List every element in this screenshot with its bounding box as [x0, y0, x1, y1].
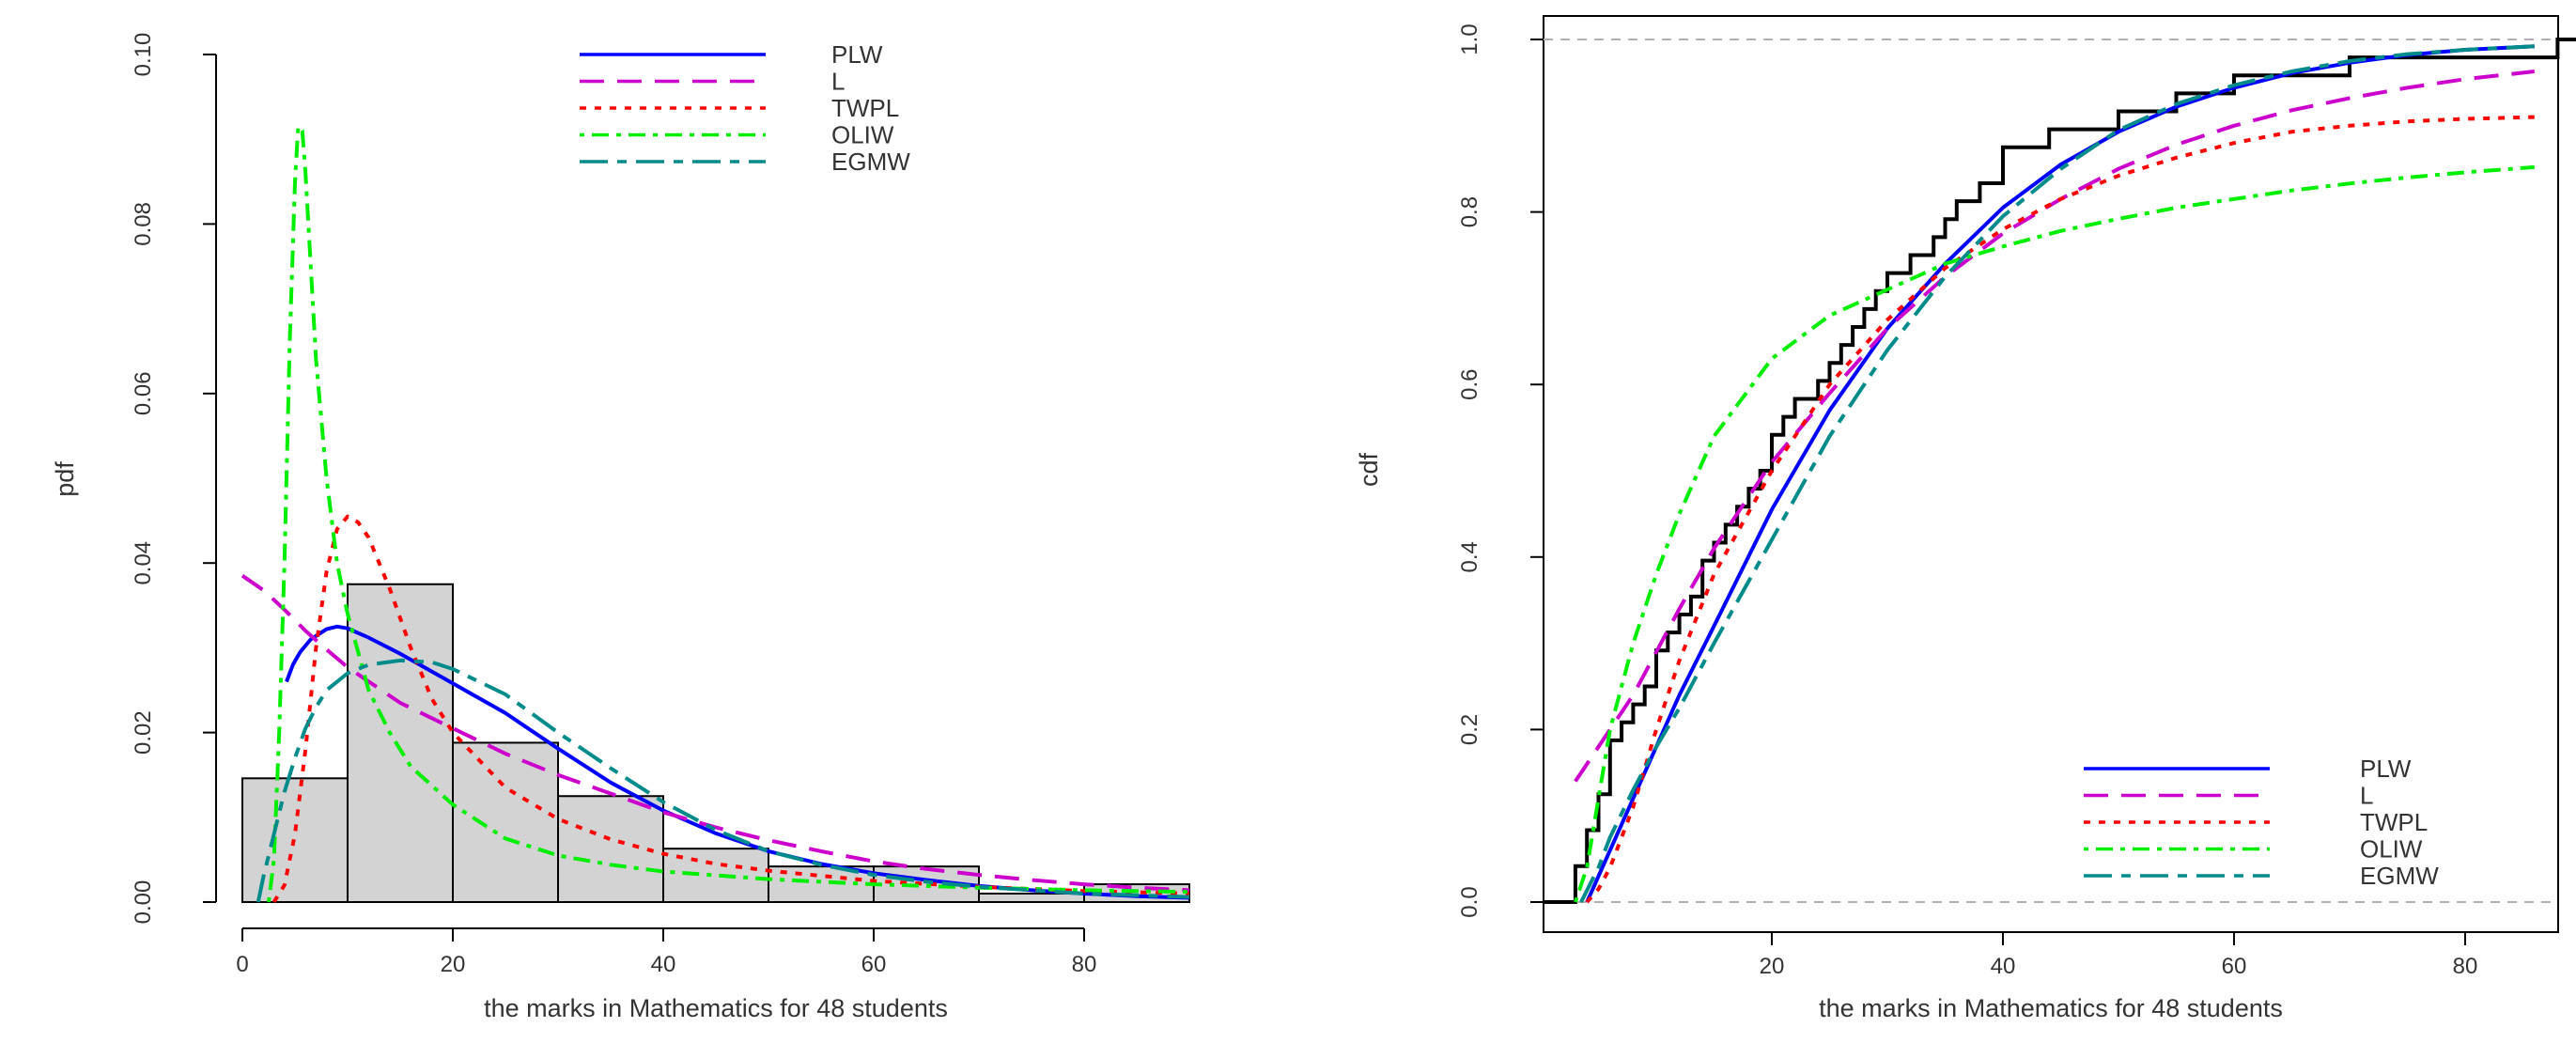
histogram-bar-8: [978, 892, 1085, 903]
pdf-curve-twpl: [272, 514, 1190, 904]
pdf-curve-oliw: [267, 124, 1190, 903]
right-y-axis-label: cdf: [1355, 452, 1383, 487]
cdf-curve-egmw: [1579, 44, 2535, 903]
right-y-tick-label: 1.0: [1457, 23, 1482, 54]
right-legend-label-egmw: EGMW: [2360, 862, 2439, 890]
left-y-axis-label: pdf: [51, 461, 79, 497]
right-y-tick-label: 0.4: [1457, 541, 1482, 572]
left-x-tick-label: 0: [236, 952, 248, 977]
right-legend-label-l: L: [2360, 782, 2373, 810]
left-legend-label-l: L: [831, 68, 845, 96]
left-x-tick-label: 60: [861, 952, 887, 977]
right-x-tick-label: 60: [2222, 954, 2247, 979]
cdf-curve-oliw: [1574, 164, 2535, 903]
right-x-tick-label: 20: [1760, 954, 1785, 979]
right-x-axis-label: the marks in Mathematics for 48 students: [1819, 994, 2283, 1022]
left-legend-label-plw: PLW: [831, 40, 883, 69]
left-y-tick-label: 0.04: [131, 541, 156, 585]
left-legend-label-egmw: EGMW: [831, 148, 910, 176]
left-y-tick-label: 0.10: [131, 33, 156, 77]
left-legend-label-twpl: TWPL: [831, 94, 899, 122]
left-x-tick-label: 20: [441, 952, 466, 977]
cdf-curve-twpl: [1585, 115, 2535, 904]
histogram-bar-2: [347, 583, 454, 903]
left-x-tick-label: 80: [1072, 952, 1097, 977]
left-x-tick-label: 40: [651, 952, 676, 977]
ecdf-step-line: [1544, 38, 2576, 904]
right-plot-frame: [1543, 15, 2559, 933]
left-legend-label-oliw: OLIW: [831, 121, 894, 149]
left-y-tick-label: 0.00: [131, 880, 156, 925]
right-y-tick-label: 0.8: [1457, 196, 1482, 227]
left-y-tick-label: 0.02: [131, 710, 156, 755]
right-y-tick-label: 0.2: [1457, 714, 1482, 745]
right-y-tick-label: 0.0: [1457, 886, 1482, 917]
pdf-curve-egmw: [256, 658, 1190, 903]
right-legend-label-plw: PLW: [2360, 755, 2412, 783]
pdf-curve-l: [241, 574, 1190, 893]
right-y-tick-label: 0.6: [1457, 369, 1482, 400]
left-x-axis-label: the marks in Mathematics for 48 students: [484, 994, 948, 1022]
left-y-tick-label: 0.08: [131, 202, 156, 246]
right-x-tick-label: 80: [2453, 954, 2478, 979]
left-y-tick-label: 0.06: [131, 371, 156, 415]
cdf-curve-l: [1574, 70, 2536, 783]
histogram-bar-4: [557, 795, 664, 903]
right-legend-label-oliw: OLIW: [2360, 835, 2423, 864]
right-x-tick-label: 40: [1991, 954, 2016, 979]
right-legend-label-twpl: TWPL: [2360, 808, 2428, 836]
